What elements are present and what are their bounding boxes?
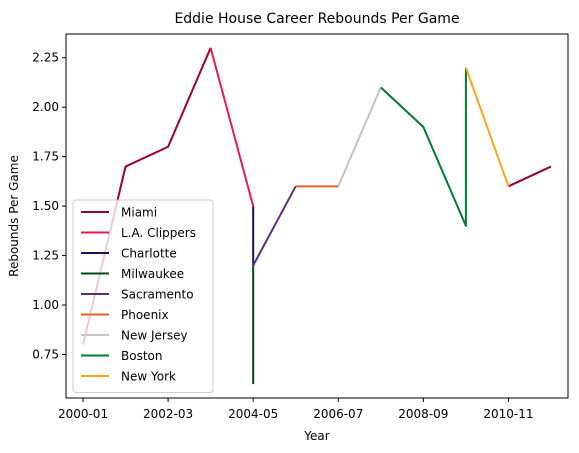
y-axis-label: Rebounds Per Game — [7, 155, 21, 277]
legend-label: Miami — [121, 206, 157, 220]
legend-label: Phoenix — [121, 308, 169, 322]
legend-label: Milwaukee — [121, 267, 184, 281]
series-line-1-0 — [211, 48, 254, 206]
legend-label: Sacramento — [121, 288, 194, 302]
legend-label: New York — [121, 370, 176, 384]
chart-title: Eddie House Career Rebounds Per Game — [174, 11, 459, 27]
series-line-0-1 — [508, 167, 551, 187]
series-line-4-0 — [253, 186, 296, 265]
x-tick-label: 2008-09 — [398, 407, 448, 421]
series-line-8-0 — [466, 68, 509, 187]
y-tick-label: 2.00 — [32, 100, 59, 114]
y-ticks: 0.75 1.00 1.25 1.50 1.75 2.00 2.25 — [32, 51, 66, 362]
x-axis-label: Year — [303, 429, 329, 443]
legend-label: New Jersey — [121, 329, 188, 343]
legend-label: Charlotte — [121, 247, 177, 261]
legend: Miami L.A. Clippers Charlotte Milwaukee Sacr… — [73, 200, 213, 393]
y-tick-label: 1.25 — [32, 249, 59, 263]
y-tick-label: 1.75 — [32, 150, 59, 164]
y-tick-label: 0.75 — [32, 347, 59, 361]
series-line-7-0 — [381, 68, 466, 226]
x-tick-label: 2000-01 — [58, 407, 108, 421]
legend-label: Boston — [121, 349, 162, 363]
y-tick-label: 2.25 — [32, 51, 59, 65]
x-tick-label: 2010-11 — [483, 407, 533, 421]
y-tick-label: 1.50 — [32, 199, 59, 213]
series-line-6-0 — [338, 87, 381, 186]
x-tick-label: 2006-07 — [313, 407, 363, 421]
y-tick-label: 1.00 — [32, 298, 59, 312]
x-tick-label: 2002-03 — [143, 407, 193, 421]
x-ticks: 2000-01 2002-03 2004-05 2006-07 2008-09 2010-… — [58, 398, 534, 421]
x-tick-label: 2004-05 — [228, 407, 278, 421]
legend-label: L.A. Clippers — [121, 226, 196, 240]
